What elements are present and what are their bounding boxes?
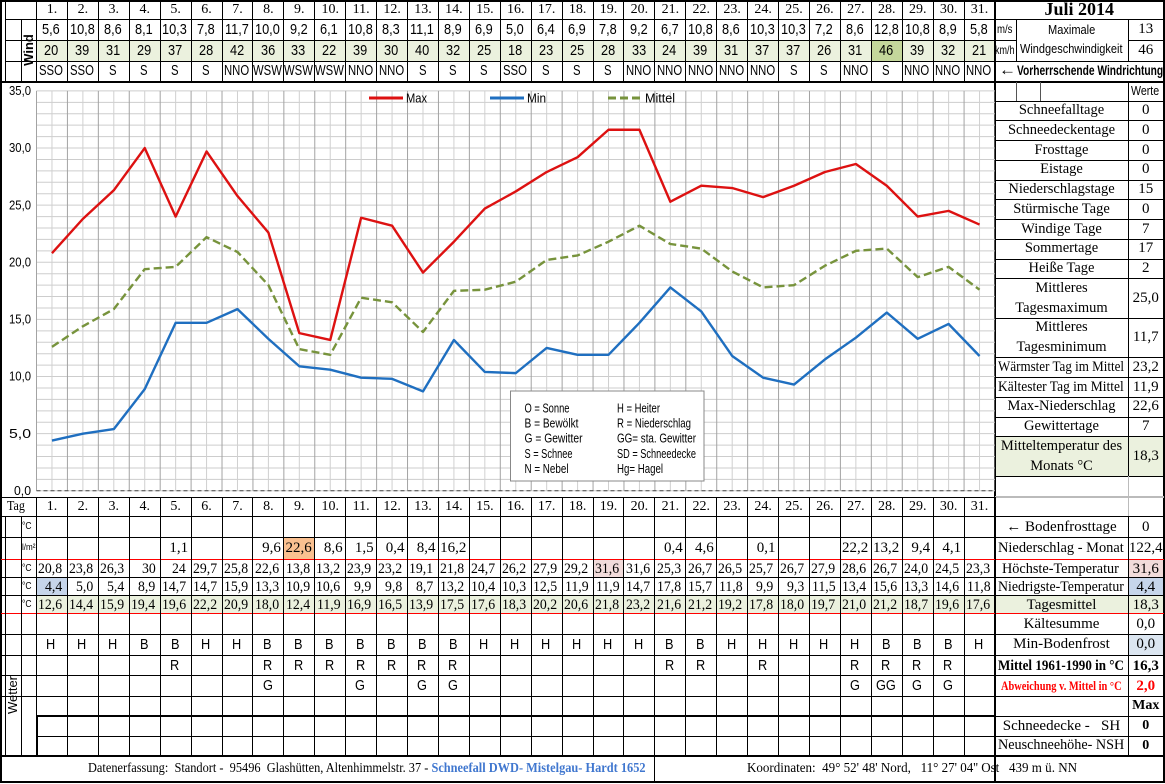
svg-text:N = Nebel: N = Nebel xyxy=(525,461,569,476)
svg-text:0,0: 0,0 xyxy=(14,484,31,498)
svg-text:5,0: 5,0 xyxy=(9,426,31,440)
svg-text:G = Gewitter: G = Gewitter xyxy=(525,430,584,445)
svg-text:15,0: 15,0 xyxy=(9,312,31,326)
svg-text:S = Schnee: S = Schnee xyxy=(525,445,573,460)
svg-text:Min: Min xyxy=(527,90,546,105)
svg-text:35,0: 35,0 xyxy=(9,84,31,98)
svg-text:GG= sta. Gewitter: GG= sta. Gewitter xyxy=(617,430,696,445)
svg-text:Max: Max xyxy=(406,90,427,105)
svg-text:10,0: 10,0 xyxy=(9,369,31,383)
svg-text:Mittel: Mittel xyxy=(645,90,675,105)
svg-text:Hg= Hagel: Hg= Hagel xyxy=(617,461,663,476)
svg-text:30,0: 30,0 xyxy=(9,141,31,155)
svg-text:20,0: 20,0 xyxy=(9,255,31,269)
svg-text:B = Bewölkt: B = Bewölkt xyxy=(525,415,579,430)
svg-text:SD = Schneedecke: SD = Schneedecke xyxy=(617,445,696,460)
svg-text:25,0: 25,0 xyxy=(9,198,31,212)
svg-text:H = Heiter: H = Heiter xyxy=(617,400,660,415)
svg-text:O = Sonne: O = Sonne xyxy=(525,400,570,415)
svg-text:R = Niederschlag: R = Niederschlag xyxy=(617,415,691,430)
